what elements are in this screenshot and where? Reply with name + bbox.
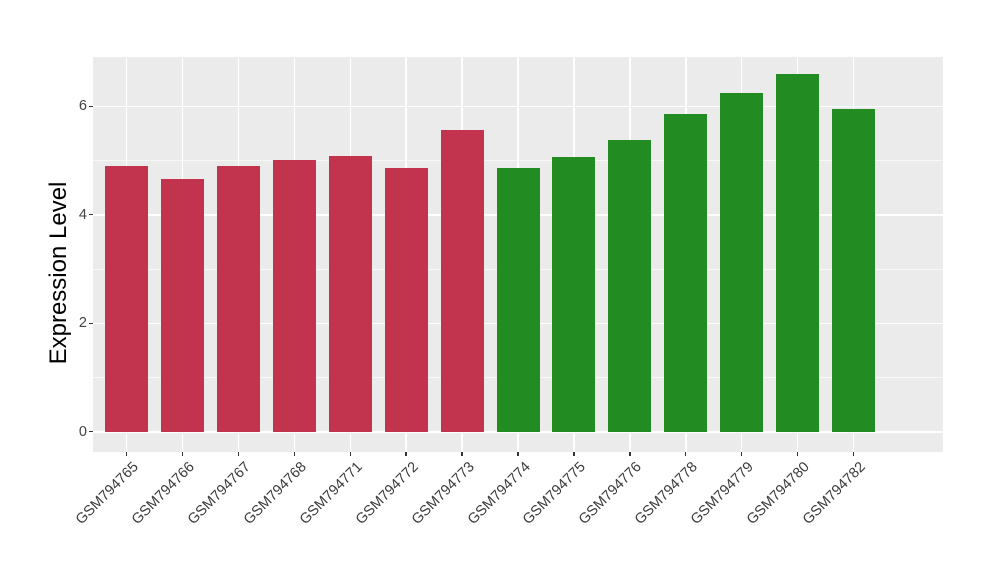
y-tick-mark [89,105,93,107]
bar-GSM794779 [720,93,764,432]
x-tick-mark [573,452,575,456]
bar-GSM794778 [664,113,708,432]
x-tick-mark [461,452,463,456]
y-tick-label: 0 [78,423,87,440]
y-tick-mark [89,214,93,216]
bar-GSM794780 [776,74,820,432]
y-tick-mark [89,431,93,433]
bar-GSM794775 [552,157,596,432]
x-tick-mark [293,452,295,456]
y-tick-mark [89,322,93,324]
x-tick-mark [125,452,128,456]
y-tick-label: 4 [78,206,87,223]
x-tick-mark [237,452,240,456]
y-tick-label: 6 [78,98,87,115]
bar-GSM794768 [272,160,316,432]
bar-GSM794766 [160,178,204,432]
bar-GSM794774 [496,168,540,432]
x-tick-mark [349,452,351,456]
bar-GSM794772 [384,167,428,432]
x-tick-mark [517,452,519,456]
bar-GSM794782 [832,109,876,432]
x-tick-mark [405,452,407,456]
x-tick-mark [181,452,184,456]
bar-GSM794776 [608,139,652,432]
x-tick-mark [852,452,855,456]
y-tick-label: 2 [78,315,87,332]
bar-GSM794767 [216,165,260,432]
x-tick-mark [685,452,687,456]
plot-panel [93,57,943,452]
bar-GSM794771 [328,155,372,432]
bar-GSM794773 [440,130,484,432]
x-tick-mark [796,452,799,456]
bar-GSM794765 [105,166,149,432]
x-tick-mark [740,452,743,456]
x-tick-mark [629,452,631,456]
